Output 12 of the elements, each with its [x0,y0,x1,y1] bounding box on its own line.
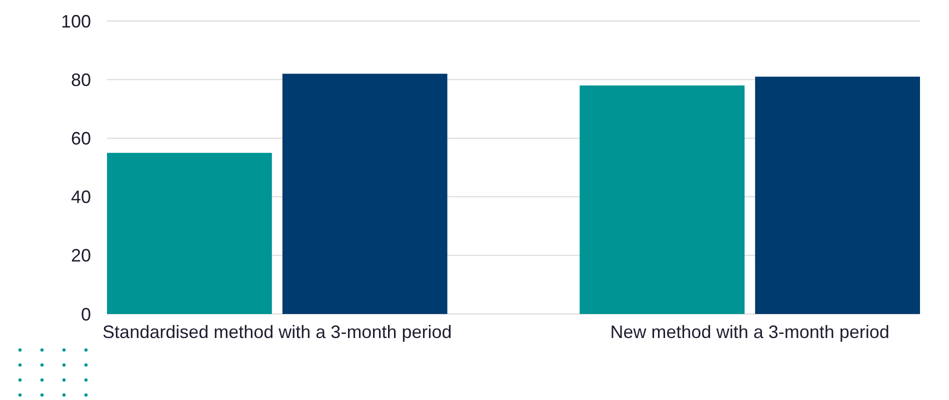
bar [282,74,448,314]
y-tick-label: 80 [70,70,91,90]
y-tick-label: 0 [80,304,91,324]
y-tick-label: 60 [70,128,91,148]
bar [107,152,272,314]
x-tick-label: Standardised method with a 3-month period [102,322,452,342]
y-tick-label: 100 [60,11,91,32]
y-tick-label: 40 [70,187,91,208]
bar [755,76,920,314]
y-tick-label: 20 [70,246,91,266]
x-tick-label: New method with a 3-month period [610,322,890,342]
bar [580,85,745,314]
